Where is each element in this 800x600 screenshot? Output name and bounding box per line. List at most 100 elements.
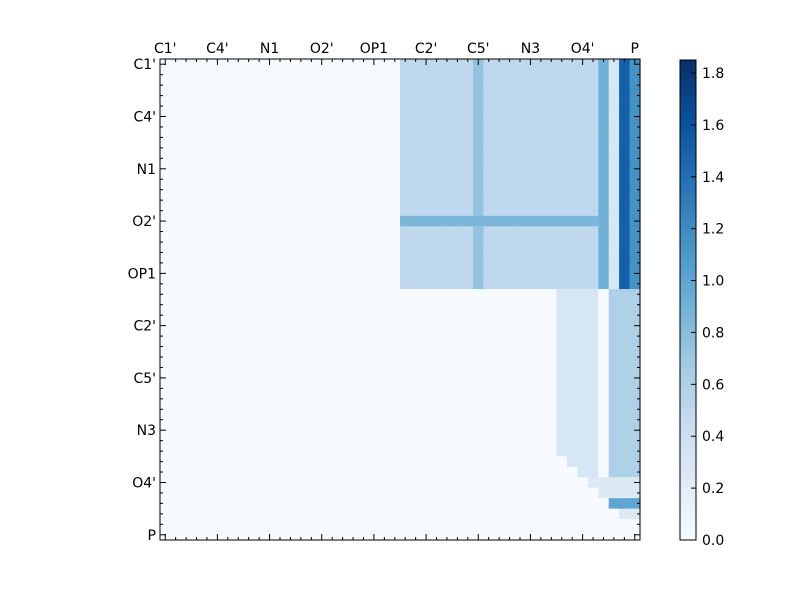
heatmap-cell — [368, 519, 380, 531]
heatmap-cell — [410, 153, 422, 165]
heatmap-cell — [243, 341, 255, 353]
heatmap-cell — [514, 445, 526, 457]
heatmap-cell — [253, 404, 265, 416]
heatmap-cell — [400, 466, 412, 478]
heatmap-cell — [274, 341, 286, 353]
heatmap-cell — [264, 142, 276, 154]
heatmap-cell — [295, 268, 307, 280]
heatmap-cell — [306, 309, 318, 322]
heatmap-cell — [253, 341, 265, 353]
heatmap-cell — [264, 79, 276, 91]
heatmap-cell — [379, 508, 391, 520]
heatmap-cell — [493, 351, 505, 363]
heatmap-cell — [264, 435, 276, 447]
heatmap-cell — [337, 372, 349, 384]
heatmap-cell — [368, 456, 380, 468]
heatmap-cell — [191, 69, 203, 81]
heatmap-cell — [493, 414, 505, 426]
heatmap-cell — [619, 194, 631, 206]
heatmap-cell — [619, 59, 631, 71]
heatmap-cell — [608, 320, 620, 332]
heatmap-cell — [629, 435, 641, 447]
heatmap-cell — [160, 341, 172, 353]
heatmap-cell — [285, 498, 297, 510]
heatmap-cell — [452, 69, 464, 81]
heatmap-cell — [347, 132, 359, 144]
heatmap-cell — [222, 466, 234, 478]
x-tick-label: C4' — [206, 41, 229, 57]
heatmap-cell — [598, 100, 610, 112]
heatmap-cell — [587, 236, 599, 248]
heatmap-cell — [410, 194, 422, 206]
heatmap-cell — [160, 299, 172, 311]
heatmap-cell — [160, 508, 172, 520]
heatmap-cell — [400, 487, 412, 499]
heatmap-cell — [473, 142, 485, 154]
heatmap-cell — [212, 330, 224, 342]
heatmap-cell — [431, 268, 443, 280]
heatmap-cell — [295, 351, 307, 363]
heatmap-cell — [493, 519, 505, 531]
heatmap-cell — [619, 529, 631, 541]
heatmap-cell — [587, 194, 599, 206]
heatmap-cell — [629, 79, 641, 91]
heatmap-cell — [441, 153, 453, 165]
heatmap-cell — [420, 278, 432, 290]
heatmap-cell — [201, 79, 213, 91]
heatmap-cell — [400, 100, 412, 112]
heatmap-cell — [400, 309, 412, 322]
heatmap-cell — [306, 383, 318, 395]
heatmap-cell — [306, 477, 318, 489]
heatmap-cell — [295, 121, 307, 133]
heatmap-cell — [514, 362, 526, 374]
heatmap-cell — [389, 205, 401, 217]
heatmap-cell — [619, 414, 631, 426]
heatmap-cell — [400, 362, 412, 374]
x-tick-label: P — [631, 41, 639, 57]
heatmap-cell — [337, 309, 349, 322]
heatmap-cell — [400, 508, 412, 520]
heatmap-cell — [358, 393, 370, 405]
y-tick-label: C4' — [133, 110, 156, 126]
heatmap-cell — [306, 529, 318, 541]
heatmap-cell — [493, 69, 505, 81]
heatmap-cell — [525, 424, 537, 437]
heatmap-cell — [274, 299, 286, 311]
heatmap-cell — [473, 456, 485, 468]
heatmap-cell — [160, 309, 172, 322]
heatmap-cell — [326, 132, 338, 144]
heatmap-cell — [400, 289, 412, 301]
heatmap-cell — [629, 132, 641, 144]
heatmap-cell — [253, 226, 265, 238]
heatmap-cell — [619, 247, 631, 259]
heatmap-cell — [379, 487, 391, 499]
heatmap-cell — [546, 100, 558, 112]
heatmap-cell — [306, 341, 318, 353]
heatmap-cell — [619, 205, 631, 217]
heatmap-cell — [483, 153, 495, 165]
heatmap-cell — [253, 236, 265, 248]
heatmap-cell — [264, 456, 276, 468]
heatmap-cell — [379, 299, 391, 311]
heatmap-cell — [170, 508, 182, 520]
heatmap-cell — [566, 174, 578, 186]
heatmap-cell — [493, 90, 505, 102]
heatmap-cell — [577, 268, 589, 280]
heatmap-cell — [264, 404, 276, 416]
heatmap-cell — [191, 529, 203, 541]
heatmap-cell — [483, 529, 495, 541]
heatmap-cell — [420, 362, 432, 374]
heatmap-cell — [504, 299, 516, 311]
heatmap-cell — [504, 414, 516, 426]
heatmap-cell — [306, 69, 318, 81]
heatmap-cell — [452, 215, 464, 227]
heatmap-cell — [337, 268, 349, 280]
heatmap-cell — [431, 341, 443, 353]
heatmap-cell — [274, 508, 286, 520]
heatmap-cell — [452, 456, 464, 468]
heatmap-cell — [222, 372, 234, 384]
heatmap-cell — [514, 163, 526, 175]
heatmap-cell — [535, 121, 547, 133]
heatmap-cell — [201, 309, 213, 322]
